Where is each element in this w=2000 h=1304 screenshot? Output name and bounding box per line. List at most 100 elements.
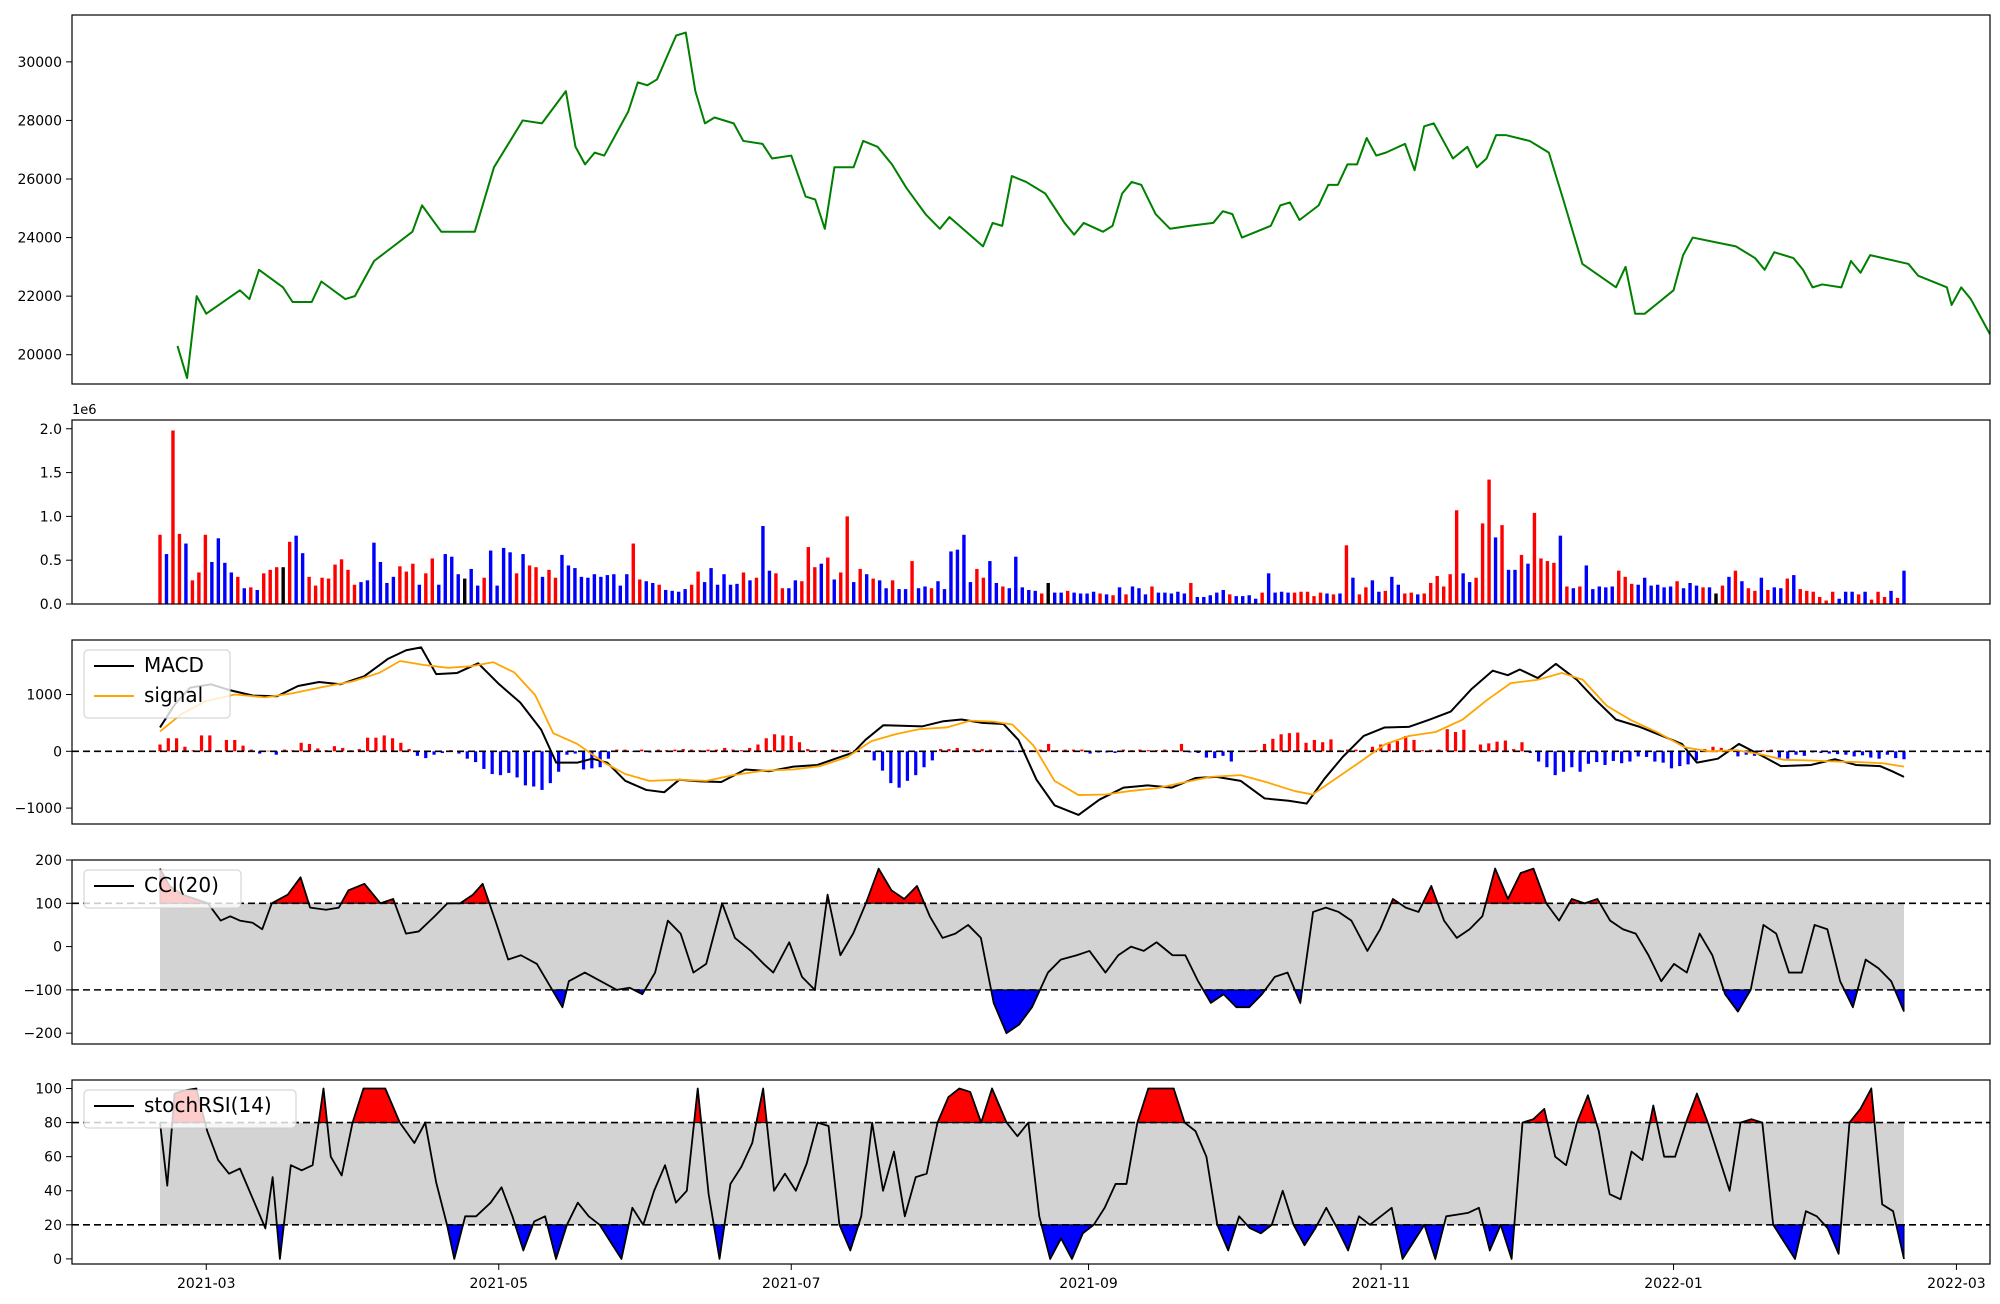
macd-histogram-bar: [1777, 751, 1782, 758]
volume-bar: [618, 585, 623, 604]
volume-bar: [774, 573, 778, 604]
volume-bar: [605, 575, 610, 604]
volume-bar: [1448, 574, 1452, 604]
macd-histogram-bar: [1902, 751, 1906, 760]
volume-bar: [1850, 591, 1854, 604]
macd-histogram-bar: [606, 751, 611, 759]
volume-bar: [1416, 594, 1420, 604]
cci-panel-frame: [71, 859, 1991, 1045]
macd-histogram-bar: [731, 749, 735, 752]
volume-bar: [385, 582, 389, 604]
cci-y-tick-label: 0: [53, 940, 62, 956]
volume-bar: [184, 543, 188, 604]
macd-histogram-bar: [739, 750, 743, 752]
volume-bar: [1085, 593, 1089, 604]
macd-histogram-bar: [490, 751, 494, 775]
volume-bar: [1098, 593, 1102, 604]
volume-bar: [1480, 523, 1485, 604]
macd-histogram-bar: [390, 738, 395, 752]
volume-bar: [1513, 569, 1517, 604]
volume-bar: [1409, 592, 1413, 604]
volume-bar: [1772, 587, 1777, 604]
volume-bar: [1001, 586, 1005, 604]
volume-bar: [1785, 578, 1789, 604]
volume-bar: [1286, 592, 1290, 604]
macd-histogram-bar: [1694, 751, 1698, 761]
volume-bar: [923, 586, 927, 604]
volume-bar: [553, 577, 558, 604]
volume-bar: [216, 538, 221, 604]
volume-bar: [780, 588, 785, 604]
price-panel-frame: [71, 14, 1991, 385]
volume-bar: [1370, 580, 1375, 604]
macd-histogram-bar: [523, 751, 528, 786]
volume-bar: [1390, 576, 1394, 604]
macd-histogram-bar: [208, 735, 212, 752]
volume-bar: [1733, 570, 1738, 604]
cci-legend-label: CCI(20): [144, 873, 219, 897]
volume-bar: [1649, 585, 1653, 604]
volume-bar: [676, 591, 681, 604]
price-panel: 20000 22000 24000 26000 28000 30000: [17, 14, 1991, 385]
macd-histogram-bar: [939, 749, 943, 752]
macd-histogram-bar: [1063, 749, 1067, 752]
volume-bar: [806, 547, 811, 604]
price-y-tick-label: 30000: [17, 55, 62, 71]
volume-bar: [845, 516, 849, 604]
volume-bar: [1720, 585, 1725, 604]
macd-histogram-bar: [1204, 751, 1208, 758]
volume-bar: [884, 588, 888, 604]
volume-bar: [534, 567, 538, 604]
price-line: [176, 31, 1990, 380]
macd-histogram-bar: [988, 749, 993, 752]
volume-bar: [443, 554, 447, 604]
volume-bar: [307, 576, 311, 604]
volume-bar: [877, 580, 882, 604]
volume-bar: [566, 565, 571, 604]
volume-bar: [1811, 591, 1815, 604]
macd-histogram-bar: [1536, 751, 1541, 762]
volume-bar: [573, 568, 577, 604]
macd-histogram-bar: [316, 748, 320, 752]
x-tick-label: 2022-03: [1927, 1276, 1986, 1292]
stochrsi-y-tick-label: 0: [53, 1252, 62, 1268]
volume-bar: [1837, 598, 1841, 604]
volume-bar: [1091, 591, 1096, 604]
stochrsi-panel-frame: [71, 1079, 1991, 1265]
cci-y-tick-label: 200: [35, 853, 62, 869]
volume-bar: [229, 572, 234, 604]
macd-histogram-bar: [689, 749, 694, 752]
volume-bar: [223, 562, 227, 604]
volume-bar: [475, 585, 480, 604]
volume-bar: [1202, 596, 1206, 604]
macd-histogram-bar: [341, 747, 345, 752]
volume-bar: [1299, 591, 1303, 604]
macd-histogram-bar: [1354, 749, 1358, 752]
macd-histogram-bar: [1894, 751, 1898, 759]
macd-histogram-bar: [1877, 751, 1881, 759]
volume-bar: [839, 572, 843, 604]
volume-bar: [313, 585, 318, 604]
stochrsi-y-tick-label: 60: [44, 1150, 62, 1166]
volume-bar: [1604, 587, 1608, 604]
volume-bar: [813, 567, 817, 604]
macd-histogram-bar: [1462, 729, 1466, 752]
macd-histogram-bar: [1445, 729, 1449, 752]
volume-bar: [437, 584, 441, 604]
macd-histogram-bar: [1487, 743, 1491, 752]
volume-bar: [560, 554, 564, 604]
macd-histogram-bar: [1620, 751, 1624, 764]
macd-histogram-bar: [1835, 751, 1840, 755]
macd-y-tick-label: 1000: [26, 688, 62, 704]
macd-histogram-bar: [1561, 751, 1566, 772]
volume-bar: [1234, 596, 1238, 604]
stochrsi-y-tick-label: 100: [35, 1082, 62, 1098]
macd-histogram-bar: [1885, 751, 1889, 755]
volume-bar: [754, 577, 759, 604]
macd-histogram-bar: [1478, 744, 1483, 752]
stochrsi-panel: 100 80 60 40 20 0 stochRSI(14): [35, 1079, 1991, 1268]
cci-panel: 200 100 0 −100 −200 CCI(20): [24, 853, 1991, 1045]
macd-histogram-bar: [1013, 751, 1017, 752]
stochrsi-overbought-fill: [1685, 1092, 1709, 1124]
volume-bar: [411, 563, 415, 604]
